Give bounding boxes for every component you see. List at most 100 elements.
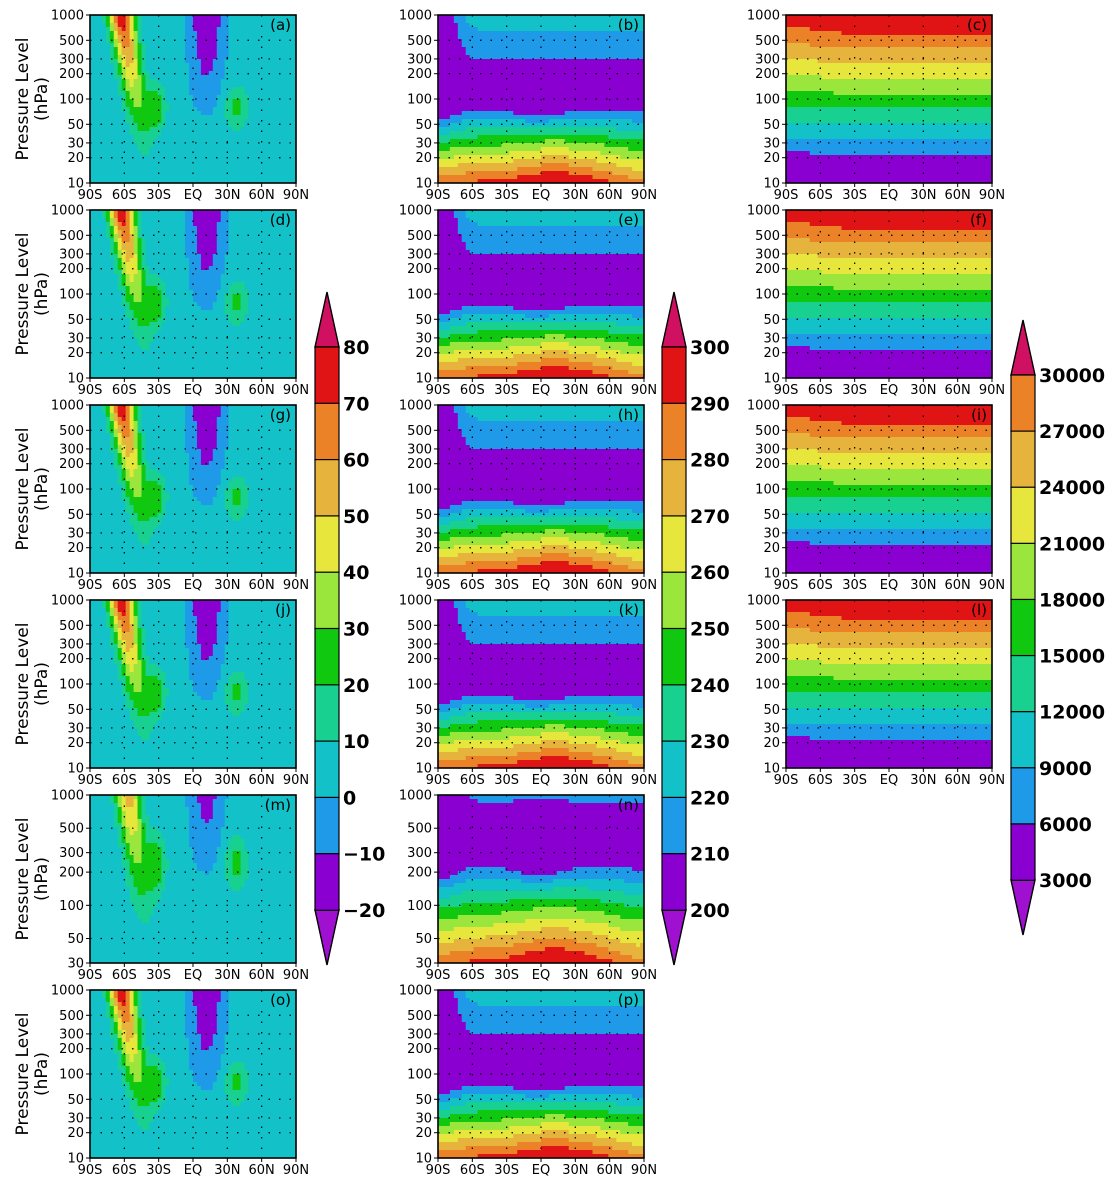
y-tick-label: 1000 bbox=[51, 984, 84, 999]
x-tick-label: 60N bbox=[945, 773, 971, 788]
x-tick-label: EQ bbox=[184, 1163, 202, 1178]
panel-letter: (g) bbox=[270, 406, 291, 424]
panel-letter: (e) bbox=[618, 211, 639, 229]
y-axis-label-line1: Pressure Level bbox=[13, 428, 33, 551]
y-tick-label: 30 bbox=[67, 957, 84, 972]
x-tick-label: 30S bbox=[494, 773, 519, 788]
y-tick-label: 50 bbox=[67, 508, 84, 523]
colorbar-band bbox=[314, 346, 340, 405]
y-tick-label: 10 bbox=[415, 177, 432, 192]
y-tick-label: 30 bbox=[763, 721, 780, 736]
y-tick-label: 10 bbox=[763, 762, 780, 777]
colorbar-z: 30000 27000 24000 21000 18000 15000 12000 9000 6… bbox=[1010, 319, 1105, 936]
x-tick-label: EQ bbox=[532, 773, 550, 788]
grid-dots bbox=[438, 405, 644, 573]
x-tick-label: EQ bbox=[184, 968, 202, 983]
colorbar-label: 250 bbox=[690, 619, 730, 641]
y-axis-label: Pressure Level (hPa) bbox=[13, 38, 52, 161]
panel-letter: (i) bbox=[971, 406, 987, 424]
x-tick-label: 60N bbox=[249, 578, 275, 593]
y-tick-label: 50 bbox=[415, 932, 432, 947]
panel-letter: (b) bbox=[618, 16, 639, 34]
colorbar-bottom-arrow bbox=[314, 909, 340, 966]
y-tick-label: 300 bbox=[407, 637, 432, 652]
x-tick-label: 90S bbox=[78, 578, 103, 593]
y-tick-label: 300 bbox=[407, 442, 432, 457]
y-tick-label: 1000 bbox=[51, 789, 84, 804]
x-tick-label: 30N bbox=[562, 578, 588, 593]
colorbar-band bbox=[1010, 598, 1036, 657]
x-tick-label: EQ bbox=[184, 773, 202, 788]
colorbar-band bbox=[661, 796, 687, 855]
x-tick-label: 60N bbox=[249, 773, 275, 788]
y-tick-label: 1000 bbox=[51, 399, 84, 414]
y-tick-label: 50 bbox=[415, 1093, 432, 1108]
x-tick-label: 30S bbox=[842, 773, 867, 788]
x-tick-label: 90N bbox=[979, 578, 1005, 593]
colorbar-band bbox=[314, 515, 340, 574]
y-tick-label: 1000 bbox=[747, 9, 780, 24]
x-tick-label: 90S bbox=[426, 968, 451, 983]
y-axis-label-line2: (hPa) bbox=[32, 77, 52, 121]
y-tick-label: 300 bbox=[407, 52, 432, 67]
y-tick-label: 100 bbox=[59, 93, 84, 108]
y-tick-label: 100 bbox=[407, 678, 432, 693]
colorbar-band bbox=[314, 684, 340, 742]
colorbar-band bbox=[314, 796, 340, 855]
y-tick-label: 200 bbox=[755, 652, 780, 667]
y-tick-label: 500 bbox=[407, 619, 432, 634]
y-tick-label: 200 bbox=[59, 457, 84, 472]
colorbar-band bbox=[314, 627, 340, 686]
y-tick-label: 20 bbox=[415, 541, 432, 556]
x-tick-label: 90N bbox=[631, 383, 657, 398]
x-tick-label: 90S bbox=[78, 773, 103, 788]
y-tick-label: 100 bbox=[407, 1068, 432, 1083]
panel-letter: (n) bbox=[618, 796, 639, 814]
x-tick-label: 60N bbox=[249, 968, 275, 983]
x-tick-label: 90N bbox=[283, 188, 309, 203]
contour-fill bbox=[438, 600, 644, 768]
colorbar-top-arrow bbox=[1010, 319, 1036, 376]
panel-letter: (j) bbox=[275, 601, 291, 619]
y-tick-label: 500 bbox=[755, 34, 780, 49]
x-tick-label: 90N bbox=[631, 188, 657, 203]
y-tick-label: 10 bbox=[415, 762, 432, 777]
y-tick-label: 20 bbox=[415, 346, 432, 361]
x-tick-label: 30N bbox=[214, 773, 240, 788]
y-axis-label: Pressure Level (hPa) bbox=[13, 1013, 52, 1136]
y-axis-label-line2: (hPa) bbox=[32, 1052, 52, 1096]
y-tick-label: 300 bbox=[407, 846, 432, 861]
x-tick-label: 30S bbox=[494, 383, 519, 398]
x-tick-label: 90N bbox=[979, 773, 1005, 788]
colorbar-band bbox=[1010, 542, 1036, 601]
x-tick-label: 30S bbox=[146, 773, 171, 788]
colorbar-label: 10 bbox=[343, 731, 369, 753]
y-tick-label: 1000 bbox=[399, 789, 432, 804]
y-tick-label: 200 bbox=[407, 457, 432, 472]
grid-dots bbox=[786, 15, 992, 183]
y-tick-label: 20 bbox=[415, 151, 432, 166]
x-tick-label: 90S bbox=[426, 578, 451, 593]
colorbar-label: 230 bbox=[690, 731, 730, 753]
colorbar-u: 80 70 60 50 40 30 20 10 0 −10 −20 bbox=[314, 291, 385, 966]
colorbar-label: 70 bbox=[343, 393, 369, 415]
x-tick-label: 90N bbox=[631, 1163, 657, 1178]
x-tick-label: 60S bbox=[808, 773, 833, 788]
y-axis-label-line1: Pressure Level bbox=[13, 233, 33, 356]
y-tick-label: 20 bbox=[67, 1126, 84, 1141]
contour-fill bbox=[786, 405, 992, 573]
y-tick-label: 1000 bbox=[399, 399, 432, 414]
x-tick-label: 90S bbox=[78, 1163, 103, 1178]
colorbar-label: 12000 bbox=[1039, 702, 1105, 724]
x-tick-label: 60N bbox=[249, 1163, 275, 1178]
y-tick-label: 500 bbox=[407, 1009, 432, 1024]
colorbar-label: 21000 bbox=[1039, 533, 1105, 555]
contour-fill bbox=[90, 795, 296, 963]
x-tick-label: 90S bbox=[426, 383, 451, 398]
y-tick-label: 20 bbox=[763, 541, 780, 556]
panel-letter: (h) bbox=[618, 406, 639, 424]
colorbar-label: −20 bbox=[343, 900, 385, 922]
x-tick-label: 30N bbox=[562, 773, 588, 788]
